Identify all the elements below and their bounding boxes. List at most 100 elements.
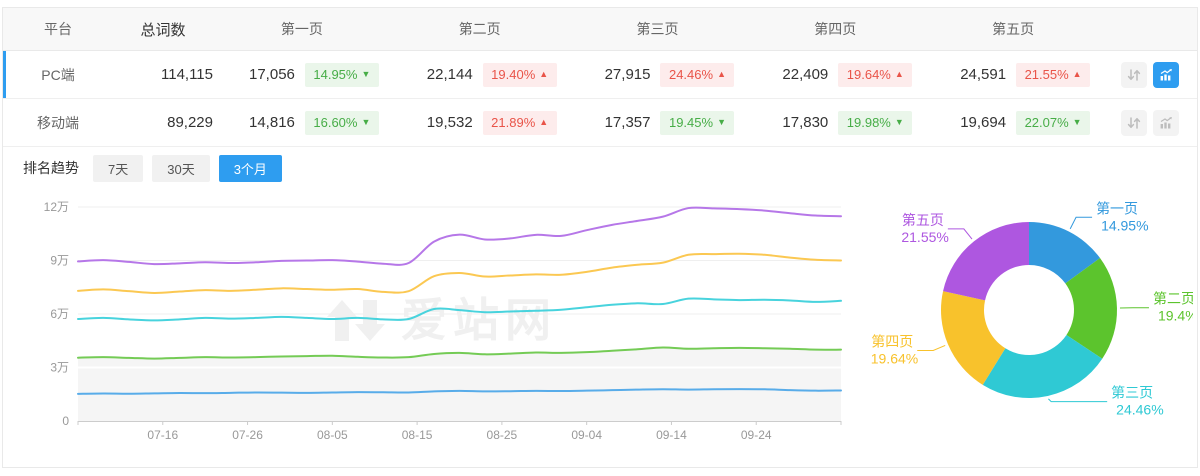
header-page-3: 第三页 (636, 21, 679, 37)
page4-count: 17,830 (782, 114, 829, 131)
header-page-2: 第二页 (458, 21, 501, 37)
rank-table: 平台 总词数 第一页 第二页 第三页 第四页 第五页 PC端 114,115 1… (3, 8, 1197, 147)
page2-cell: 19,532 21.89% ▲ (391, 110, 569, 135)
tab-30days[interactable]: 30天 (152, 154, 210, 182)
series-lines (77, 206, 842, 395)
page3-count: 17,357 (604, 114, 651, 131)
change-badge: 14.95% ▼ (304, 62, 379, 87)
change-badge: 19.45% ▼ (660, 110, 735, 135)
page3-cell: 17,357 19.45% ▼ (569, 110, 747, 135)
trend-arrow-icon: ▼ (361, 69, 371, 79)
change-badge: 22.07% ▼ (1016, 110, 1091, 135)
trend-arrow-icon: ▲ (894, 69, 904, 79)
trend-arrow-icon: ▼ (1072, 117, 1082, 127)
donut-slice[interactable] (1029, 222, 1101, 284)
line-series (77, 206, 842, 266)
trend-arrow-icon: ▲ (1072, 69, 1082, 79)
page5-count: 19,694 (960, 114, 1007, 131)
axes: 0 3万 6万 9万 12万 07-16 07-26 08-05 08-15 08-25 09-04… (44, 200, 842, 442)
donut-percent: 19.4% (1158, 308, 1193, 324)
trend-arrow-icon: ▼ (894, 117, 904, 127)
page3-cell: 27,915 24.46% ▲ (569, 62, 747, 87)
donut-slice[interactable] (1065, 258, 1117, 359)
page1-cell: 14,816 16.60% ▼ (213, 110, 391, 135)
page5-count: 24,591 (960, 66, 1007, 83)
donut-label: 第三页 (1111, 385, 1153, 401)
trend-chart-button[interactable] (1152, 61, 1179, 88)
change-badge: 16.60% ▼ (304, 110, 379, 135)
chart-icon (1160, 68, 1172, 80)
trend-arrow-icon: ▲ (539, 117, 549, 127)
header-page-5: 第五页 (992, 21, 1035, 37)
page4-count: 22,409 (782, 66, 829, 83)
trend-arrow-icon: ▲ (717, 69, 726, 79)
header-platform: 平台 (44, 21, 72, 37)
page5-cell: 24,591 21.55% ▲ (924, 62, 1102, 87)
trend-arrow-icon: ▼ (717, 117, 726, 127)
svg-text:07-26: 07-26 (232, 428, 263, 442)
svg-text:0: 0 (62, 414, 69, 428)
svg-text:6万: 6万 (50, 307, 69, 321)
table-row-pc[interactable]: PC端 114,115 17,056 14.95% ▼ 22,144 19.40%… (3, 51, 1197, 99)
platform-label: 移动端 (37, 114, 79, 131)
chart-icon (1160, 116, 1172, 128)
donut-percent: 14.95% (1101, 217, 1148, 233)
page2-cell: 22,144 19.40% ▲ (391, 62, 569, 87)
svg-text:09-14: 09-14 (656, 428, 687, 442)
series-area-fills (78, 347, 841, 421)
line-series (77, 388, 842, 395)
svg-text:08-05: 08-05 (317, 428, 348, 442)
page2-count: 22,144 (426, 66, 473, 83)
total-words: 114,115 (161, 66, 213, 83)
svg-text:9万: 9万 (50, 254, 69, 268)
page1-cell: 17,056 14.95% ▼ (213, 62, 391, 87)
trend-title: 排名趋势 (23, 160, 79, 176)
total-words: 89,229 (167, 114, 213, 131)
page1-count: 17,056 (249, 66, 295, 83)
page3-count: 27,915 (604, 66, 651, 83)
change-badge: 21.89% ▲ (482, 110, 557, 135)
svg-text:12万: 12万 (44, 200, 69, 214)
donut-slice[interactable] (940, 291, 1006, 385)
donut-label: 第一页 (1096, 200, 1138, 216)
trend-chart-button[interactable] (1152, 109, 1179, 136)
svg-text:08-25: 08-25 (487, 428, 518, 442)
header-total: 总词数 (140, 21, 186, 39)
change-badge: 19.64% ▲ (838, 62, 913, 87)
page5-cell: 19,694 22.07% ▼ (924, 110, 1102, 135)
page1-count: 14,816 (249, 114, 295, 131)
change-badge: 21.55% ▲ (1016, 62, 1091, 87)
trend-charts-canvas: 爱站网 0 3万 6万 9万 12万 07-16 07-26 08-05 08-15 08-25 09… (44, 200, 1193, 442)
svg-text:爱站网: 爱站网 (401, 294, 557, 346)
svg-text:08-15: 08-15 (402, 428, 433, 442)
svg-text:09-04: 09-04 (571, 428, 602, 442)
donut-label: 第五页 (902, 212, 944, 228)
donut-percent: 24.46% (1116, 402, 1163, 418)
dashboard-panel: 平台 总词数 第一页 第二页 第三页 第四页 第五页 PC端 114,115 1… (2, 7, 1198, 468)
sort-button[interactable] (1120, 109, 1147, 136)
header-page-4: 第四页 (814, 21, 857, 37)
up-down-arrows-icon (1127, 116, 1141, 129)
page4-cell: 17,830 19.98% ▼ (746, 110, 924, 135)
trend-section: 排名趋势 7天 30天 3个月 爱站网 0 3万 6万 9万 12万 07-16 07-26 0… (3, 147, 1197, 467)
donut-percent: 21.55% (901, 229, 948, 245)
trend-arrow-icon: ▲ (539, 69, 549, 79)
page2-count: 19,532 (426, 114, 473, 131)
up-down-arrows-icon (1127, 68, 1141, 81)
trend-arrow-icon: ▼ (361, 117, 371, 127)
donut-slice[interactable] (982, 334, 1103, 398)
sort-button[interactable] (1120, 61, 1147, 88)
tab-3months[interactable]: 3个月 (218, 154, 282, 182)
platform-label: PC端 (41, 66, 75, 83)
svg-text:09-24: 09-24 (741, 428, 772, 442)
table-row-mobile[interactable]: 移动端 89,229 14,816 16.60% ▼ 19,532 21.89% ▲… (3, 99, 1197, 147)
donut-slice[interactable] (943, 222, 1029, 301)
table-header-row: 平台 总词数 第一页 第二页 第三页 第四页 第五页 (3, 8, 1197, 51)
svg-text:3万: 3万 (50, 361, 69, 375)
donut-percent: 19.64% (871, 351, 918, 367)
change-badge: 24.46% ▲ (660, 62, 735, 87)
line-series (77, 252, 842, 294)
tab-7days[interactable]: 7天 (93, 154, 144, 182)
page4-cell: 22,409 19.64% ▲ (746, 62, 924, 87)
